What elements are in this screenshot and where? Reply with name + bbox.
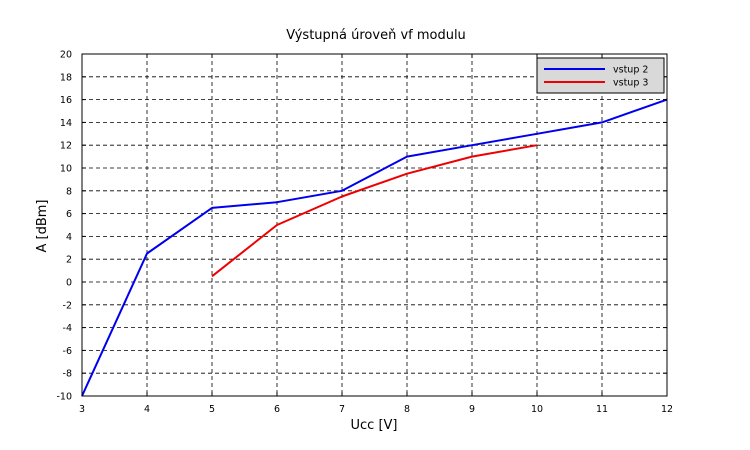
ticks: 3 4 5 6 7 8 9 10 11 12 -10 -8 -6 -4 -2 0 2 4 6 8 10 12 14 16 18 2… <box>56 50 673 416</box>
y-tick-label: 6 <box>66 209 72 220</box>
y-tick-label: 12 <box>60 141 72 152</box>
y-tick-label: 14 <box>60 118 72 129</box>
series-layer <box>81 98 668 397</box>
x-tick-label: 5 <box>209 404 215 415</box>
y-tick-label: 8 <box>66 186 72 197</box>
legend-box <box>536 57 665 94</box>
y-tick-label: 18 <box>60 72 72 83</box>
chart-title: Výstupná úroveň vf modulu <box>286 28 466 43</box>
x-tick-label: 4 <box>144 404 150 415</box>
y-tick-label: -6 <box>63 346 72 357</box>
grid <box>82 54 667 396</box>
legend-label: vstup 2 <box>613 65 648 76</box>
y-tick-label: 16 <box>60 95 72 106</box>
x-tick-label: 3 <box>79 404 85 415</box>
x-axis-label: Ucc [V] <box>351 418 398 433</box>
y-tick-label: 0 <box>66 278 72 289</box>
y-axis-label: A [dBm] <box>35 199 50 252</box>
y-tick-label: -10 <box>56 392 72 403</box>
x-tick-label: 9 <box>469 404 475 415</box>
legend-label: vstup 3 <box>613 78 648 89</box>
plot-frame <box>81 53 668 397</box>
x-tick-label: 7 <box>339 404 345 415</box>
x-tick-label: 8 <box>404 404 410 415</box>
x-tick-label: 6 <box>274 404 280 415</box>
x-tick-label: 10 <box>531 404 543 415</box>
series-line-1 <box>81 98 668 397</box>
legend: vstup 2 vstup 3 <box>536 57 665 94</box>
x-tick-label: 12 <box>661 404 673 415</box>
x-tick-label: 11 <box>596 404 608 415</box>
y-tick-label: -4 <box>63 323 72 334</box>
series-line-2 <box>211 144 538 278</box>
y-tick-label: 20 <box>60 50 72 61</box>
y-tick-label: -2 <box>63 300 72 311</box>
y-tick-label: -8 <box>63 369 72 380</box>
y-tick-label: 10 <box>60 164 72 175</box>
y-tick-label: 4 <box>66 232 72 243</box>
y-tick-label: 2 <box>66 255 72 266</box>
